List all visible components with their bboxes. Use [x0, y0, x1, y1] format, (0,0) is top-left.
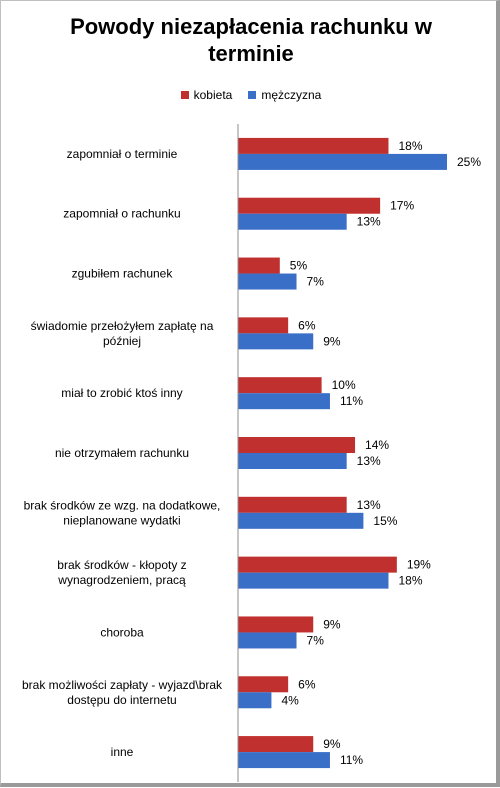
legend-item-2: mężczyzna [248, 88, 321, 102]
bar-mężczyzna [238, 512, 364, 529]
chart-title: Powody niezapłacenia rachunku w terminie [70, 14, 432, 66]
category-label: zapomniał o rachunku [63, 207, 180, 221]
category-label: świadomie przełożyłem zapłatę na [31, 319, 214, 333]
data-label: 13% [357, 454, 381, 468]
bar-mężczyzna [238, 393, 330, 410]
category-label: dostępu do internetu [67, 693, 176, 707]
data-label: 6% [298, 677, 316, 691]
legend-swatch [248, 91, 257, 99]
bar-kobieta [238, 197, 381, 214]
data-label: 7% [307, 633, 325, 647]
data-label: 13% [357, 498, 381, 512]
legend-item-1: kobieta [180, 88, 233, 102]
bar-mężczyzna [238, 632, 297, 649]
bar-kobieta [238, 556, 397, 573]
legend-swatch [180, 91, 189, 99]
bar-mężczyzna [238, 213, 347, 230]
bar-mężczyzna [238, 692, 272, 709]
category-label: zgubiłem rachunek [72, 267, 174, 281]
data-label: 9% [323, 334, 341, 348]
data-label: 4% [281, 693, 299, 707]
data-label: 15% [373, 514, 397, 528]
data-label: 11% [340, 753, 363, 767]
bar-mężczyzna [238, 153, 447, 170]
category-label: brak możliwości zapłaty - wyjazd\brak [22, 678, 223, 692]
bar-mężczyzna [238, 333, 314, 350]
data-label: 18% [398, 139, 422, 153]
data-label: 5% [290, 259, 308, 273]
bar-kobieta [238, 377, 322, 394]
bar-mężczyzna [238, 572, 389, 589]
data-label: 19% [407, 558, 431, 572]
data-label: 11% [340, 394, 363, 408]
category-label: miał to zrobić ktoś inny [61, 386, 182, 400]
category-label: później [103, 334, 141, 348]
bar-kobieta [238, 676, 289, 693]
data-label: 7% [307, 275, 325, 289]
bar-kobieta [238, 317, 289, 334]
bar-kobieta [238, 257, 280, 274]
category-label: choroba [100, 625, 144, 639]
bar-kobieta [238, 616, 314, 633]
bar-kobieta [238, 137, 389, 154]
bar-kobieta [238, 736, 314, 753]
category-label: inne [111, 745, 134, 759]
bar-kobieta [238, 437, 356, 453]
category-label: nie otrzymałem rachunku [55, 446, 189, 460]
bar-mężczyzna [238, 453, 347, 469]
category-label: wynagrodzeniem, pracą [57, 573, 186, 587]
category-label: zapomniał o terminie [67, 147, 178, 161]
category-label: brak środków - kłopoty z [57, 558, 186, 572]
data-label: 18% [398, 574, 422, 588]
category-label: nieplanowane wydatki [63, 513, 180, 527]
data-label: 9% [323, 617, 341, 631]
legend: kobieta mężczyzna [1, 88, 500, 102]
category-label: brak środków ze wzg. na dodatkowe, [24, 498, 221, 512]
legend-label: kobieta [193, 88, 233, 102]
data-label: 17% [390, 199, 414, 213]
data-label: 14% [365, 438, 389, 452]
data-label: 25% [457, 155, 481, 169]
legend-label: mężczyzna [261, 88, 322, 102]
data-label: 10% [332, 378, 356, 392]
data-label: 6% [298, 318, 316, 332]
data-label: 9% [323, 737, 341, 751]
data-label: 13% [357, 215, 381, 229]
bar-mężczyzna [238, 752, 330, 769]
bar-kobieta [238, 496, 347, 513]
bar-mężczyzna [238, 273, 297, 290]
